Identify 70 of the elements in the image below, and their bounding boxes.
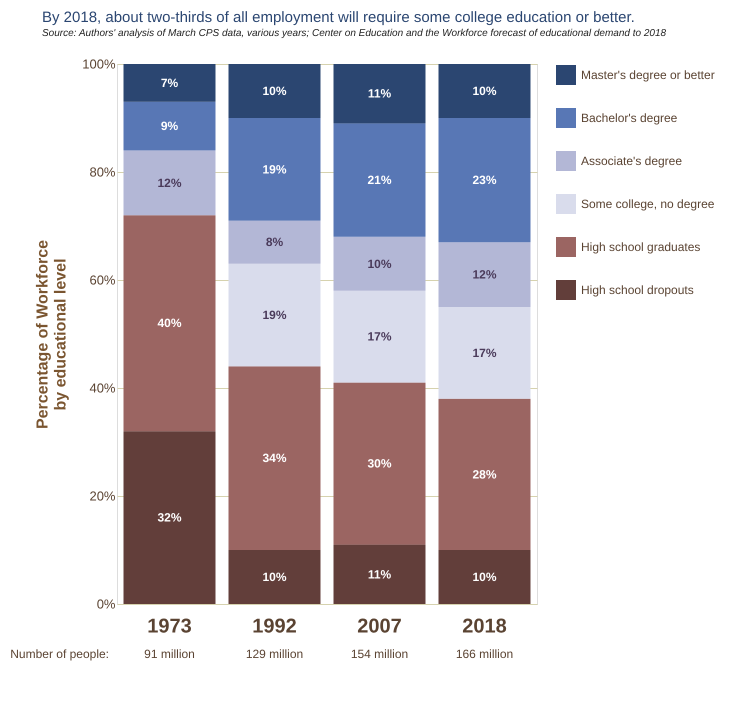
data-label: 10%	[472, 570, 497, 584]
data-label: 10%	[262, 570, 287, 584]
bar	[438, 242, 530, 307]
chart-subtitle: Source: Authors' analysis of March CPS data, various years; Center on Education and the Workforce forecast of educational demand to 2018	[42, 28, 667, 39]
data-label: 19%	[262, 308, 287, 322]
data-label: 32%	[157, 510, 182, 525]
data-label: 10%	[262, 84, 287, 98]
text: 154 million	[350, 647, 408, 661]
y-tick-label: 0%	[96, 596, 116, 612]
data-label: 11%	[368, 86, 392, 101]
bar	[124, 102, 216, 150]
data-label: 7%	[160, 76, 178, 90]
bar	[124, 150, 216, 216]
chart-title: By 2018, about two-thirds of all employment will require some college education or better.	[42, 9, 635, 26]
bar	[228, 366, 320, 550]
data-label: 19%	[262, 162, 287, 176]
bar	[228, 118, 320, 221]
bar	[438, 550, 530, 604]
bar	[438, 398, 530, 550]
data-label: 17%	[367, 330, 392, 344]
legend-label: High school dropouts	[581, 283, 694, 297]
data-label: 21%	[367, 173, 392, 188]
bar	[438, 118, 530, 242]
data-label: 30%	[367, 456, 392, 471]
legend-label: Master's degree or better	[581, 68, 715, 82]
bar	[334, 544, 426, 604]
data-label: 34%	[262, 451, 287, 466]
text: Number of people:	[10, 647, 109, 661]
bar	[124, 215, 216, 432]
data-label: 10%	[367, 256, 392, 271]
legend-label: Associate's degree	[581, 154, 682, 168]
x-tick-label: 1973	[147, 616, 192, 638]
bar	[334, 290, 426, 383]
bar	[124, 64, 216, 102]
bar	[334, 64, 426, 124]
x-tick-label: 2018	[462, 616, 507, 638]
legend-label: Bachelor's degree	[581, 111, 678, 125]
y-tick-label: 60%	[89, 272, 116, 288]
y-tick-label: 40%	[89, 380, 116, 396]
data-label: 17%	[472, 346, 497, 360]
bar	[334, 123, 426, 237]
y-tick-label: 80%	[89, 164, 116, 180]
bar	[228, 220, 320, 264]
text: 129 million	[246, 647, 304, 661]
bar	[228, 264, 320, 366]
data-label: 40%	[157, 316, 182, 330]
data-label: 10%	[472, 84, 497, 98]
bar	[438, 307, 530, 399]
data-label: 11%	[368, 567, 392, 582]
y-tick-label: 20%	[89, 488, 116, 504]
legend-label: High school graduates	[581, 240, 700, 254]
data-label: 12%	[472, 268, 497, 282]
data-label: 12%	[157, 176, 182, 190]
bar	[228, 64, 320, 118]
legend-label: Some college, no degree	[581, 197, 715, 211]
text: 166 million	[456, 647, 514, 661]
y-tick-label: 100%	[82, 56, 116, 72]
data-label: 8%	[266, 235, 284, 250]
bar	[334, 382, 426, 545]
bar	[228, 550, 320, 604]
data-label: 9%	[160, 119, 178, 134]
bar	[438, 64, 530, 118]
bar	[124, 431, 216, 604]
data-label: 23%	[472, 173, 497, 188]
text: 91 million	[144, 647, 195, 661]
x-tick-label: 1992	[252, 616, 297, 638]
bar	[334, 236, 426, 291]
y-axis-title: Percentage of Workforce by educational level	[34, 240, 70, 430]
x-tick-label: 2007	[357, 616, 402, 638]
data-label: 28%	[472, 467, 497, 482]
